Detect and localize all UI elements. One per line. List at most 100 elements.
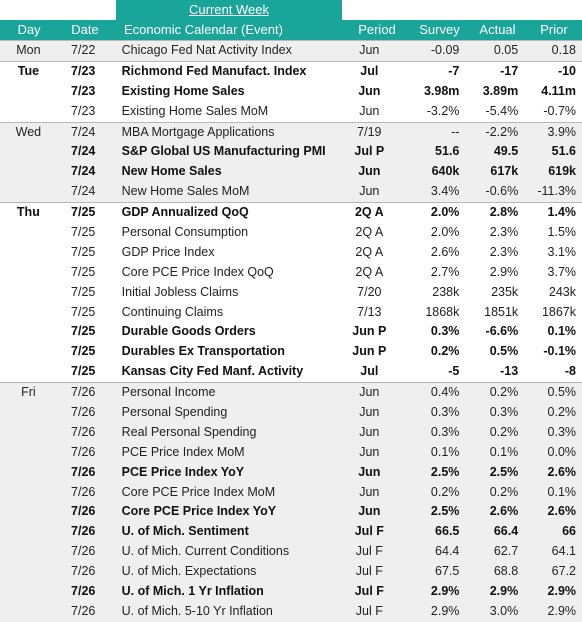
cell-day	[0, 162, 57, 182]
cell-actual: -6.6%	[485, 324, 519, 339]
cell-actual: 3.0%	[489, 603, 519, 618]
cell-survey: -7	[448, 63, 460, 78]
cell-actual: -17	[500, 63, 519, 78]
cell-survey: 2.0%	[430, 225, 460, 240]
table-row: 7/26 U. of Mich. Current Conditions Jul F 6…	[0, 542, 582, 563]
cell-actual: 62.7	[493, 544, 519, 559]
cell-day	[0, 283, 57, 303]
cell-event: PCE Price Index YoY	[121, 464, 245, 479]
cell-event: Durables Ex Transportation	[121, 344, 285, 359]
cell-period: Jun	[359, 405, 380, 420]
cell-survey: 0.2%	[430, 344, 460, 359]
cell-survey: 2.0%	[430, 205, 460, 220]
cell-period: Jun P	[352, 344, 387, 359]
cell-period: Jul P	[354, 144, 385, 159]
table-row: Wed 7/24 MBA Mortgage Applications 7/19 -- -2…	[0, 121, 582, 143]
cell-event: S&P Global US Manufacturing PMI	[121, 144, 326, 159]
cell-day: Fri	[21, 385, 36, 400]
table-row: 7/26 U. of Mich. Sentiment Jul F 66.5 66.4 66	[0, 522, 582, 543]
cell-event: U. of Mich. 5-10 Yr Inflation	[121, 603, 273, 618]
cell-day	[0, 562, 57, 582]
table-row: 7/25 Personal Consumption 2Q A 2.0% 2.3% 1.5%	[0, 223, 582, 243]
cell-day	[0, 582, 57, 602]
cell-day	[0, 82, 57, 102]
table-row: 7/23 Existing Home Sales Jun 3.98m 3.89m 4.11…	[0, 82, 582, 102]
cell-period: Jun	[359, 184, 380, 199]
cell-period: Jun P	[352, 324, 387, 339]
cell-day	[0, 303, 57, 323]
table-body: Mon 7/22 Chicago Fed Nat Activity Index Jun…	[0, 40, 582, 622]
table-row: 7/24 New Home Sales MoM Jun 3.4% -0.6% -11.3%	[0, 182, 582, 203]
cell-date: 7/23	[71, 83, 96, 98]
header-event: Economic Calendar (Event)	[124, 22, 283, 37]
cell-period: 2Q A	[355, 244, 384, 259]
table-row: 7/25 GDP Price Index 2Q A 2.6% 2.3% 3.1%	[0, 243, 582, 263]
cell-survey: 2.9%	[430, 584, 460, 599]
cell-survey: 2.5%	[430, 504, 460, 519]
cell-prior: 2.6%	[547, 504, 577, 519]
cell-prior: 4.11m	[541, 83, 577, 98]
cell-prior: 1.5%	[547, 225, 577, 240]
cell-survey: 2.6%	[430, 244, 460, 259]
table-row: 7/26 U. of Mich. Expectations Jul F 67.5 68.…	[0, 562, 582, 583]
cell-event: Continuing Claims	[121, 304, 224, 319]
cell-prior: 0.5%	[547, 385, 577, 400]
cell-event: Initial Jobless Claims	[121, 284, 239, 299]
cell-actual: 49.5	[493, 144, 519, 159]
cell-survey: 0.4%	[430, 385, 460, 400]
header-prior: Prior	[540, 22, 568, 37]
cell-survey: 2.5%	[430, 464, 460, 479]
cell-period: Jul	[360, 63, 379, 78]
cell-day	[0, 463, 57, 483]
table-row: 7/25 Core PCE Price Index QoQ 2Q A 2.7% 2.9%…	[0, 263, 582, 283]
cell-day	[0, 223, 57, 243]
cell-actual: -13	[500, 364, 519, 379]
cell-actual: 2.3%	[489, 244, 519, 259]
cell-period: 2Q A	[354, 205, 384, 220]
table-row: 7/25 Initial Jobless Claims 7/20 238k 235k 24…	[0, 283, 582, 303]
cell-period: Jun	[359, 103, 380, 118]
cell-actual: 2.6%	[489, 504, 519, 519]
cell-day	[0, 362, 57, 382]
cell-prior: -8	[564, 364, 577, 379]
cell-date: 7/26	[71, 564, 96, 579]
cell-date: 7/24	[71, 164, 96, 179]
header-date: Date	[71, 22, 99, 37]
cell-prior: -10	[557, 63, 577, 78]
table-row: 7/26 PCE Price Index MoM Jun 0.1% 0.1% 0.0%	[0, 442, 582, 463]
cell-survey: 238k	[432, 284, 460, 299]
cell-date: 7/24	[71, 184, 96, 199]
cell-prior: 67.2	[551, 564, 577, 579]
cell-event: Real Personal Spending	[121, 424, 257, 439]
cell-actual: 68.8	[493, 564, 519, 579]
cell-prior: 3.1%	[547, 244, 577, 259]
cell-day: Thu	[16, 205, 40, 220]
cell-date: 7/26	[71, 444, 96, 459]
cell-actual: 0.5%	[489, 344, 519, 359]
cell-date: 7/26	[71, 504, 96, 519]
cell-survey: 0.2%	[430, 484, 460, 499]
cell-prior: 0.1%	[547, 324, 577, 339]
cell-survey: 1868k	[425, 304, 460, 319]
cell-period: Jun	[358, 464, 381, 479]
cell-survey: 640k	[431, 164, 460, 179]
cell-prior: 64.1	[551, 544, 577, 559]
cell-actual: 2.9%	[489, 584, 519, 599]
cell-actual: 2.8%	[489, 205, 519, 220]
cell-prior: 0.3%	[547, 424, 577, 439]
table-row: 7/26 Real Personal Spending Jun 0.3% 0.2% 0.3…	[0, 422, 582, 443]
cell-period: Jul F	[354, 584, 384, 599]
cell-prior: 0.0%	[547, 444, 577, 459]
cell-prior: 3.9%	[547, 124, 577, 139]
header-actual: Actual	[479, 22, 516, 37]
cell-period: Jun	[358, 504, 381, 519]
cell-prior: 2.9%	[547, 603, 577, 618]
cell-date: 7/26	[71, 405, 96, 420]
cell-date: 7/25	[71, 304, 96, 319]
cell-date: 7/26	[71, 484, 96, 499]
cell-date: 7/25	[71, 244, 96, 259]
cell-period: 7/13	[357, 304, 382, 319]
cell-event: PCE Price Index MoM	[121, 444, 245, 459]
cell-event: U. of Mich. Sentiment	[121, 524, 249, 539]
cell-actual: 0.05	[493, 43, 519, 57]
